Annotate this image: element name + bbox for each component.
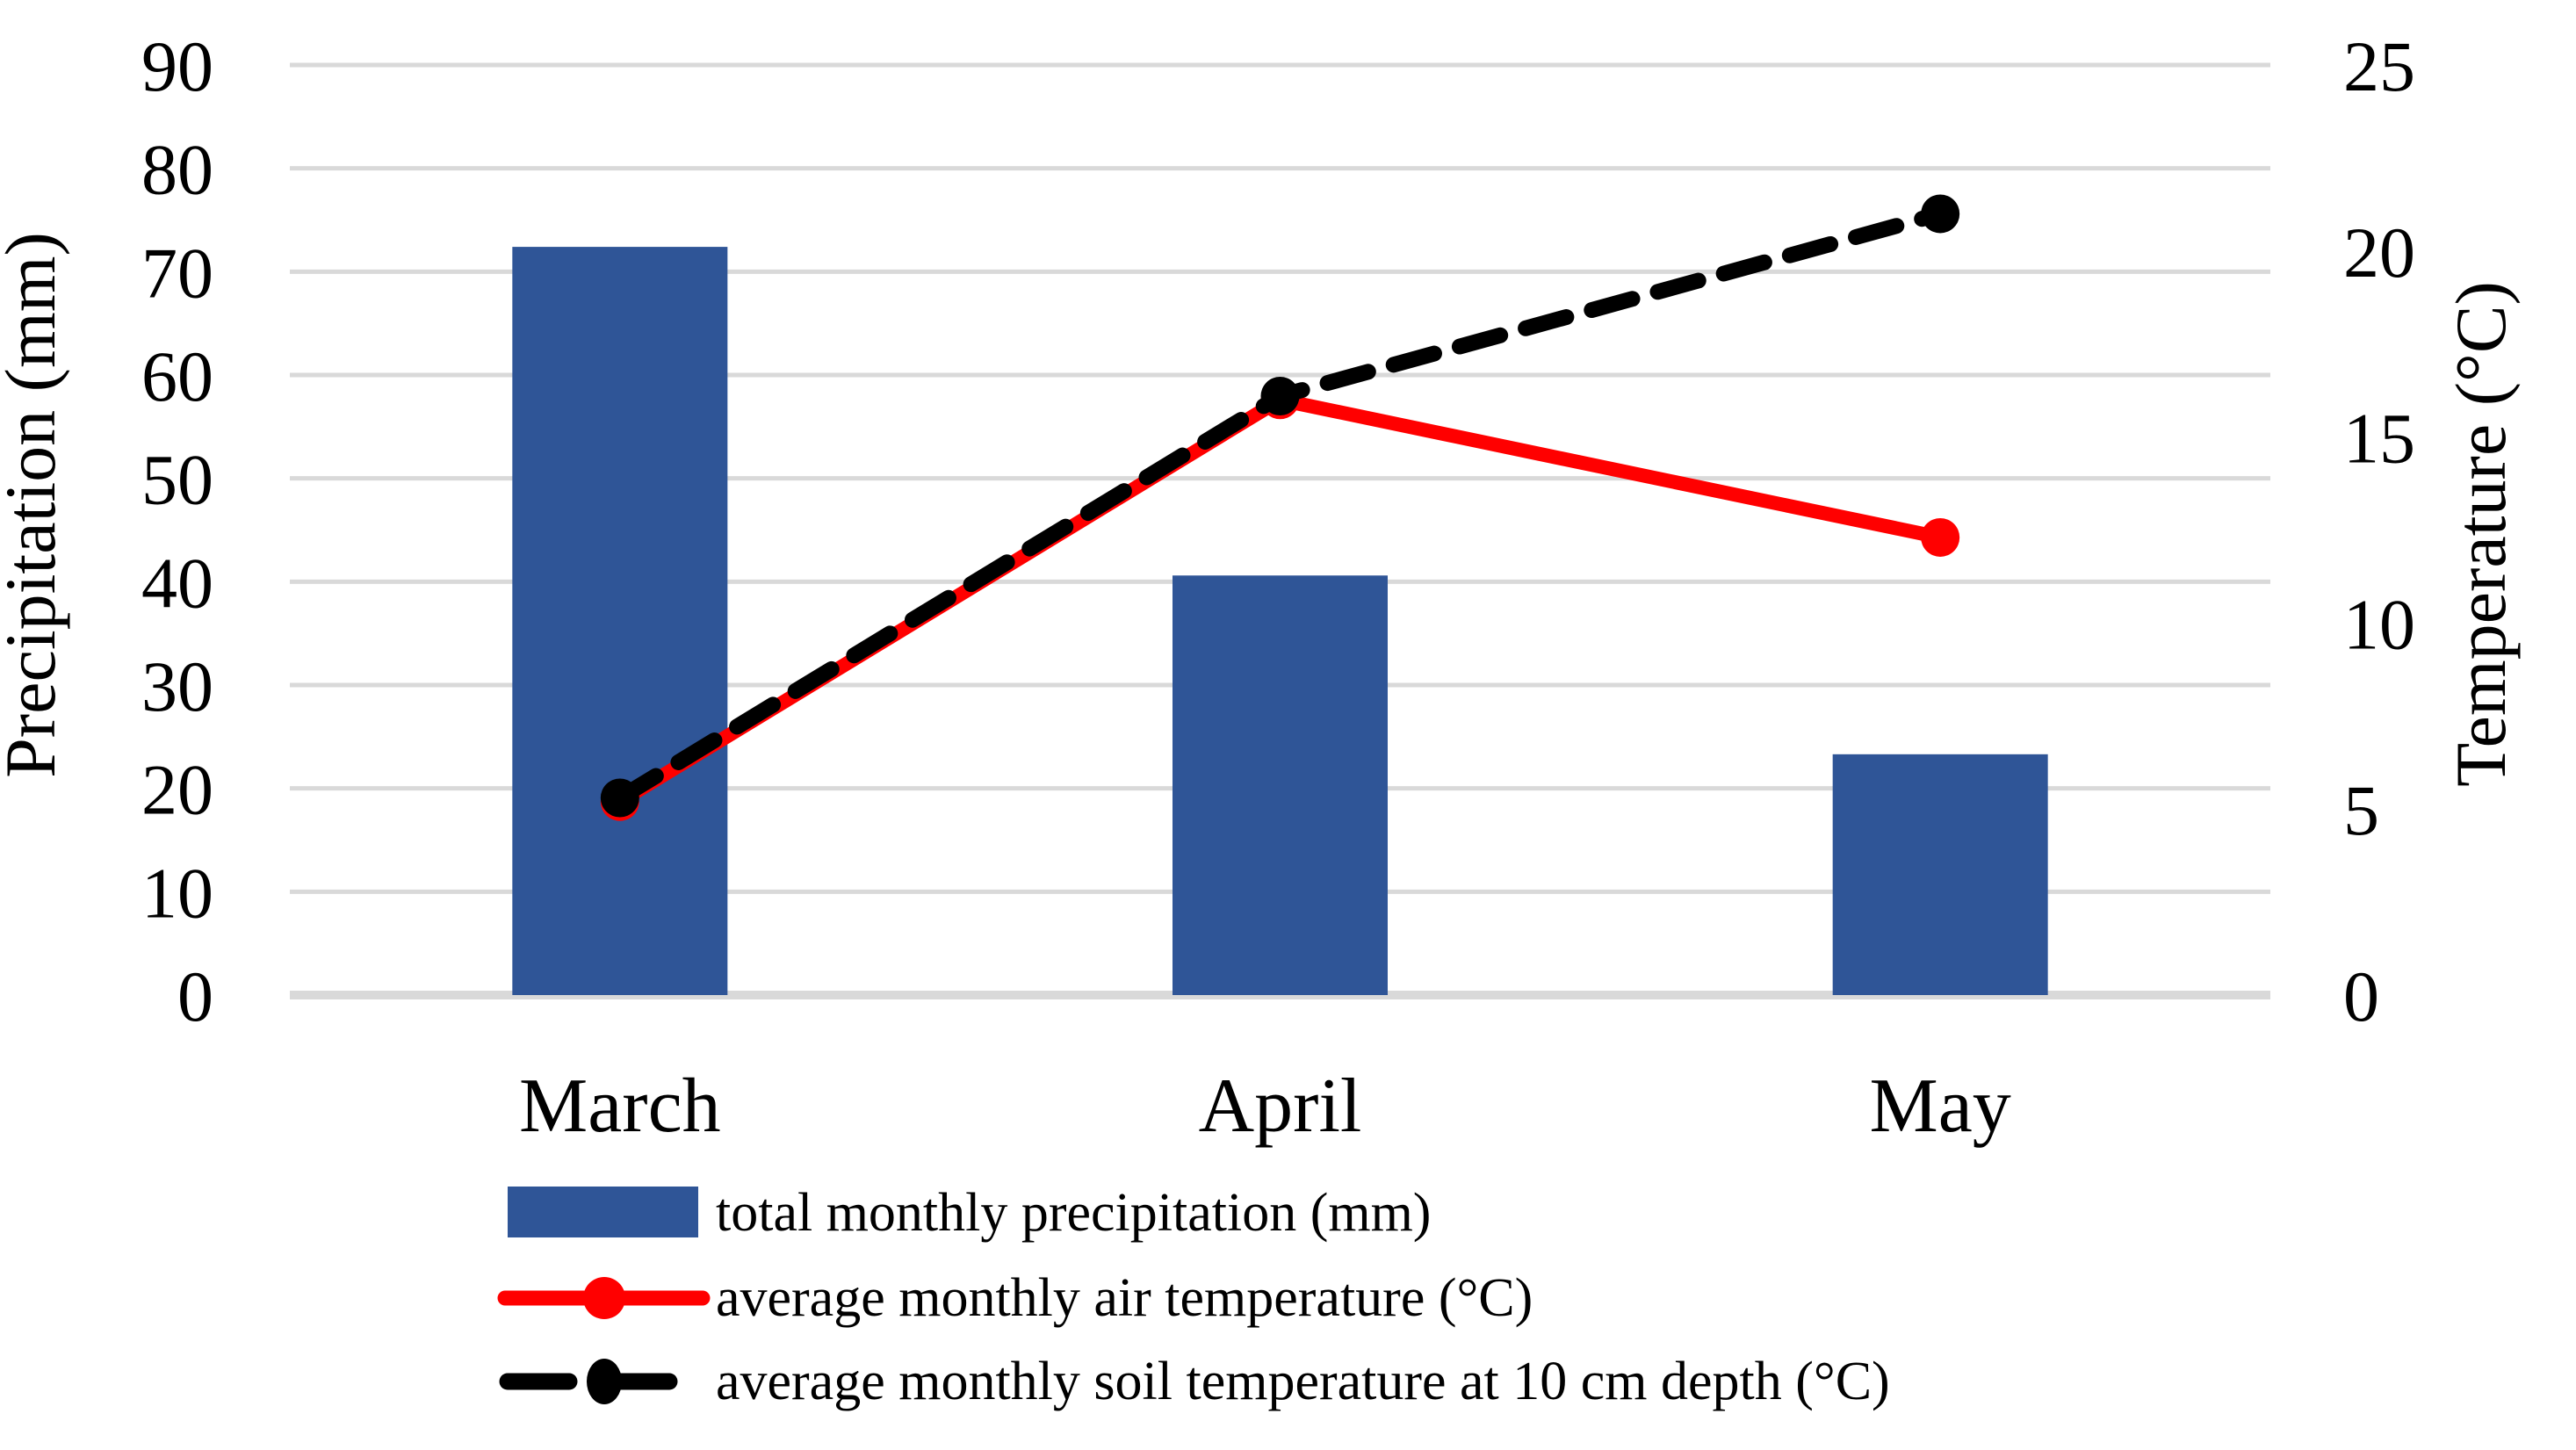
left-axis-tick-label: 70 — [141, 233, 213, 313]
x-axis-category-label: March — [519, 1064, 721, 1149]
left-axis-tick-label: 40 — [141, 543, 213, 623]
soil-temperature-marker — [1921, 194, 1960, 234]
left-axis-tick-label: 80 — [141, 130, 213, 210]
precipitation-bars — [512, 247, 2048, 995]
precipitation-bar — [1173, 575, 1388, 995]
right-axis-tick-label: 5 — [2343, 770, 2379, 850]
left-axis-tick-label: 90 — [141, 26, 213, 106]
legend-label-air-temperature: average monthly air temperature (°C) — [716, 1268, 1533, 1328]
right-axis-tick-label: 0 — [2343, 956, 2379, 1036]
legend: total monthly precipitation (mm) average… — [497, 1183, 1890, 1411]
legend-label-soil-temperature: average monthly soil temperature at 10 c… — [716, 1352, 1890, 1411]
left-axis-ticks: 0 10 20 30 40 50 60 70 80 90 — [141, 26, 213, 1036]
soil-temperature-marker-icon — [587, 1359, 622, 1404]
left-axis-tick-label: 50 — [141, 440, 213, 520]
legend-item-precipitation: total monthly precipitation (mm) — [508, 1183, 1431, 1243]
legend-item-soil-temperature: average monthly soil temperature at 10 c… — [499, 1352, 1890, 1411]
precipitation-bar — [512, 247, 728, 995]
x-axis-category-labels: March April May — [519, 1064, 2011, 1149]
right-axis-title: Temperature (°C) — [2441, 281, 2521, 787]
right-axis-tick-label: 25 — [2343, 26, 2415, 106]
x-axis-category-label: May — [1870, 1064, 2011, 1149]
air-temperature-marker — [1921, 517, 1960, 557]
soil-temperature-marker — [600, 778, 639, 818]
right-axis-ticks: 0 5 10 15 20 25 — [2343, 26, 2415, 1036]
precipitation-bar — [1832, 754, 2048, 995]
left-axis-tick-label: 20 — [141, 750, 213, 830]
soil-temperature-marker — [1260, 377, 1300, 416]
right-axis-tick-label: 20 — [2343, 213, 2415, 292]
right-axis-tick-label: 10 — [2343, 584, 2415, 664]
legend-item-air-temperature: average monthly air temperature (°C) — [497, 1268, 1533, 1328]
left-axis-tick-label: 0 — [177, 956, 213, 1036]
temperature-lines — [600, 194, 1960, 821]
precipitation-swatch-icon — [508, 1187, 698, 1237]
x-axis-category-label: April — [1199, 1064, 1362, 1149]
air-temperature-marker-icon — [583, 1277, 625, 1319]
left-axis-tick-label: 30 — [141, 646, 213, 726]
left-axis-title: Precipitation (mm) — [0, 232, 70, 778]
left-axis-tick-label: 10 — [141, 853, 213, 933]
legend-label-precipitation: total monthly precipitation (mm) — [716, 1183, 1431, 1243]
left-axis-tick-label: 60 — [141, 336, 213, 416]
right-axis-tick-label: 15 — [2343, 399, 2415, 479]
